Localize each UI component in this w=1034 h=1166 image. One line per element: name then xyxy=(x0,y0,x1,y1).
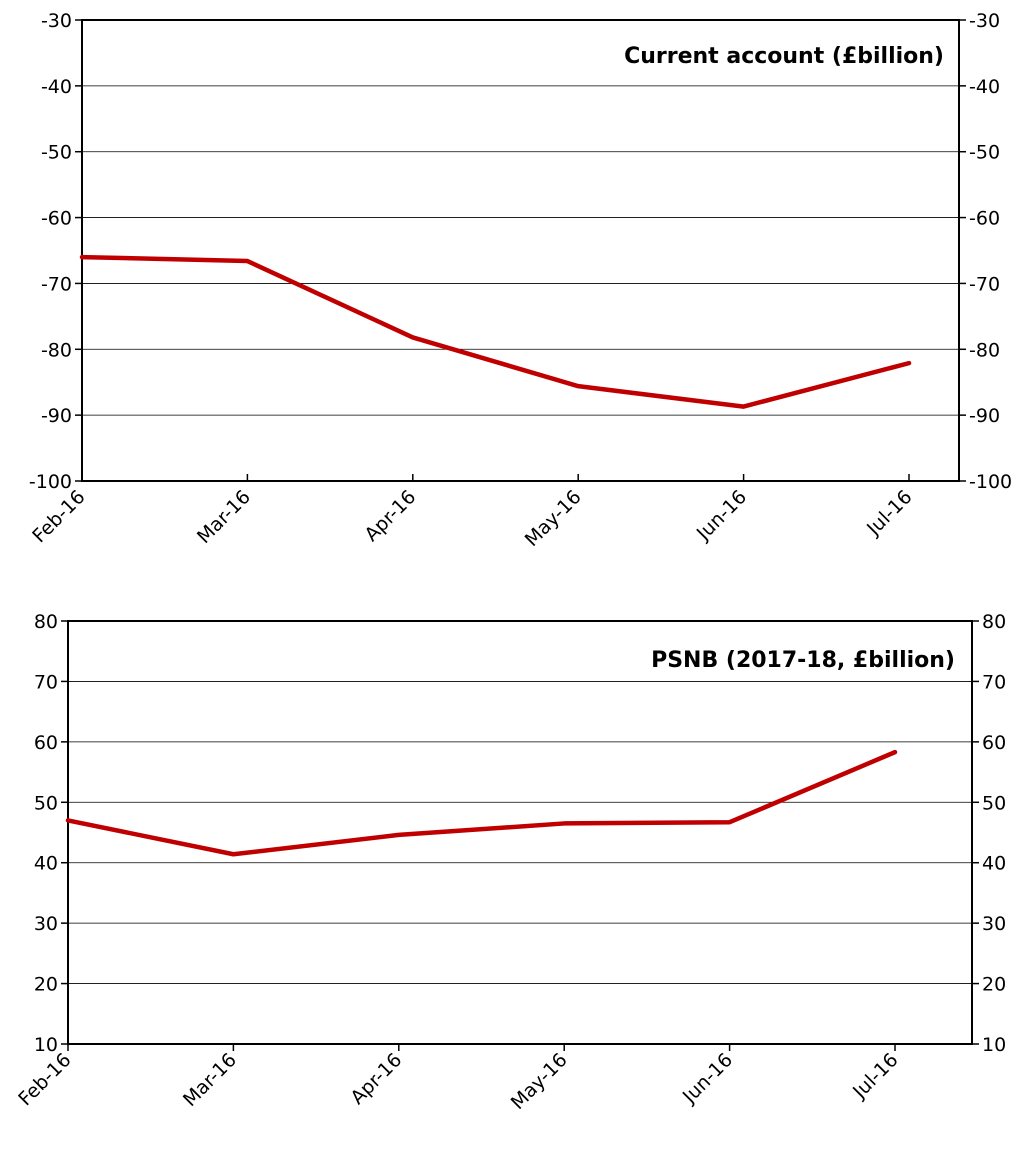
y-tick-label-right: -50 xyxy=(969,142,1000,164)
y-tick-label-right: -70 xyxy=(969,273,1000,295)
series-line xyxy=(79,254,912,409)
y-tick-label-left: -70 xyxy=(41,273,72,295)
y-tick-label-left: -30 xyxy=(41,10,72,32)
x-tick-label: Jun-16 xyxy=(692,486,751,545)
y-tick-label-left: 50 xyxy=(34,792,58,814)
chart-title: PSNB (2017-18, £billion) xyxy=(651,648,955,673)
x-tick-label: May-16 xyxy=(521,486,586,551)
y-tick-label-right: 80 xyxy=(982,611,1006,633)
y-tick-label-right: 20 xyxy=(982,974,1006,996)
y-tick-label-right: -100 xyxy=(969,471,1012,493)
y-tick-label-right: -60 xyxy=(969,208,1000,230)
plot-frame xyxy=(67,620,973,1045)
y-tick-label-left: 80 xyxy=(34,611,58,633)
y-tick-label-right: -90 xyxy=(969,405,1000,427)
current-account-chart: Current account (£billion) -30 -30 -40 -40 -… xyxy=(28,10,1012,551)
x-tick-label: Apr-16 xyxy=(360,486,420,546)
psnb-chart: PSNB (2017-18, £billion) 80 80 70 70 60 60 50 5… xyxy=(14,611,1006,1114)
y-tick-label-right: 10 xyxy=(982,1034,1006,1056)
y-tick-label-left: 40 xyxy=(34,853,58,875)
series-line xyxy=(65,749,898,857)
y-tick-label-left: -80 xyxy=(41,339,72,361)
y-tick-label-left: 10 xyxy=(34,1034,58,1056)
x-tick-label: Jun-16 xyxy=(678,1049,737,1108)
y-tick-label-right: 50 xyxy=(982,792,1006,814)
y-tick-label-right: -30 xyxy=(969,10,1000,32)
y-tick-label-left: 70 xyxy=(34,671,58,693)
chart-title: Current account (£billion) xyxy=(624,44,944,69)
y-tick-label-right: -80 xyxy=(969,339,1000,361)
x-tick-label: Feb-16 xyxy=(28,486,89,547)
y-tick-label-left: 20 xyxy=(34,974,58,996)
plot-frame xyxy=(81,19,960,482)
y-tick-label-left: -60 xyxy=(41,208,72,230)
y-tick-label-left: -90 xyxy=(41,405,72,427)
y-tick-label-right: -40 xyxy=(969,76,1000,98)
y-tick-label-right: 70 xyxy=(982,671,1006,693)
y-tick-label-left: -100 xyxy=(29,471,72,493)
y-tick-label-left: 60 xyxy=(34,732,58,754)
y-tick-label-left: -40 xyxy=(41,76,72,98)
x-tick-label: Apr-16 xyxy=(346,1049,406,1109)
y-tick-label-right: 60 xyxy=(982,732,1006,754)
x-tick-label: Mar-16 xyxy=(193,486,255,548)
x-tick-label: May-16 xyxy=(507,1049,572,1114)
x-tick-label: Jul-16 xyxy=(848,1049,902,1103)
x-tick-label: Mar-16 xyxy=(179,1049,241,1111)
y-tick-label-right: 40 xyxy=(982,853,1006,875)
x-tick-label: Feb-16 xyxy=(14,1049,75,1110)
x-tick-label: Jul-16 xyxy=(862,486,916,540)
y-tick-label-left: -50 xyxy=(41,142,72,164)
y-tick-label-left: 30 xyxy=(34,913,58,935)
y-tick-label-right: 30 xyxy=(982,913,1006,935)
